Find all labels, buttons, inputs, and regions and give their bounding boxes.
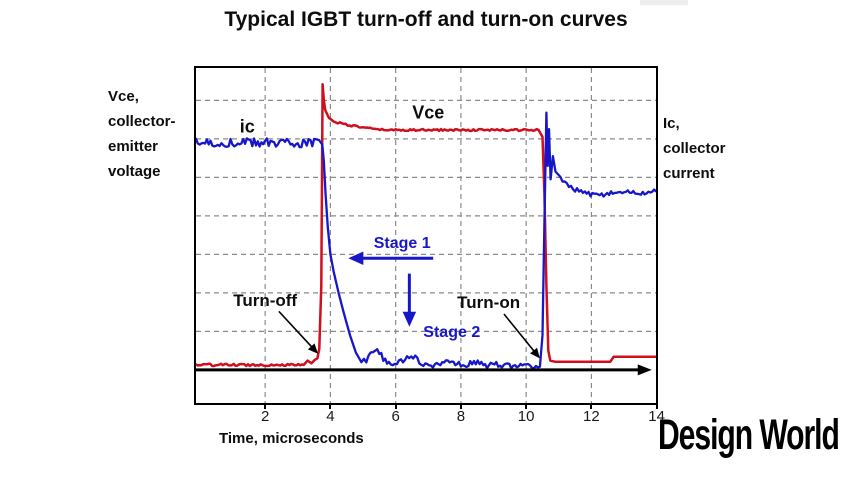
turn-off-arrow-head: [307, 343, 319, 354]
right-axis-label: Ic, collector current: [663, 115, 726, 182]
x-tick-label: 8: [456, 408, 466, 425]
left-axis-label: Vce, collector- emitter voltage: [108, 88, 176, 180]
turn-off-arrow: [278, 310, 314, 349]
series-vce: [196, 82, 656, 368]
label-stage-1: Stage 1: [373, 234, 431, 252]
label-turn-on: Turn-on: [457, 292, 521, 312]
x-tick-mark: [590, 405, 593, 409]
label-vce: Vce: [412, 102, 445, 123]
chart-canvas: [196, 68, 656, 403]
plot-area: ic Vce Stage 1 Stage 2 Turn-off Turn-on: [194, 66, 658, 405]
x-tick-label: 10: [517, 408, 535, 425]
x-tick-label: 6: [391, 408, 400, 425]
x-tick-label: 14: [648, 408, 665, 425]
time-axis-arrowhead: [637, 364, 652, 376]
x-tick-mark: [329, 405, 332, 409]
x-tick-label: 2: [260, 408, 270, 425]
x-tick-mark: [655, 405, 658, 409]
series-ic: [196, 111, 656, 370]
x-tick-label: 12: [583, 408, 600, 425]
stage-1-arrow-head: [348, 251, 364, 265]
label-stage-2: Stage 2: [423, 324, 481, 342]
turn-on-arrow: [503, 313, 536, 354]
x-tick-mark: [394, 405, 397, 409]
turn-on-arrow-head: [530, 347, 540, 359]
label-turn-off: Turn-off: [233, 291, 298, 311]
chart-title: Typical IGBT turn-off and turn-on curves: [224, 8, 628, 31]
x-tick-mark: [525, 405, 528, 409]
design-world-logo: Design World: [658, 411, 840, 459]
x-tick-mark: [459, 405, 462, 409]
label-ic: ic: [239, 116, 255, 137]
x-axis-title: Time, microseconds: [219, 430, 364, 447]
screen-artifact: [640, 0, 688, 5]
x-tick-label: 4: [326, 408, 335, 425]
stage-2-arrow-head: [402, 311, 417, 327]
x-tick-mark: [264, 405, 267, 409]
